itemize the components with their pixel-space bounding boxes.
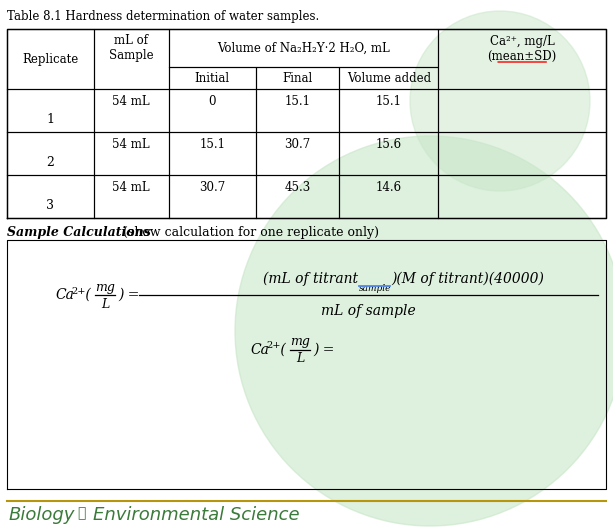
Text: sample: sample xyxy=(359,284,391,293)
Text: (mean±SD): (mean±SD) xyxy=(487,49,557,63)
Text: Biology: Biology xyxy=(9,506,75,524)
Text: )(M of titrant)(40000): )(M of titrant)(40000) xyxy=(392,272,544,286)
Text: 15.1: 15.1 xyxy=(284,96,311,108)
Text: 0: 0 xyxy=(208,96,216,108)
Text: 45.3: 45.3 xyxy=(284,182,311,194)
Text: mL of sample: mL of sample xyxy=(321,304,416,318)
Text: Ca: Ca xyxy=(55,288,74,302)
Text: mg: mg xyxy=(290,336,310,348)
Text: 3: 3 xyxy=(47,200,55,212)
Text: (: ( xyxy=(81,288,91,302)
Text: 🌿: 🌿 xyxy=(77,506,85,520)
Text: Final: Final xyxy=(283,72,313,84)
Text: Ca²⁺, mg/L: Ca²⁺, mg/L xyxy=(490,35,555,47)
Text: L: L xyxy=(101,297,109,311)
Text: 14.6: 14.6 xyxy=(376,182,402,194)
Text: 15.1: 15.1 xyxy=(199,139,225,151)
Circle shape xyxy=(235,136,613,526)
Text: (show calculation for one replicate only): (show calculation for one replicate only… xyxy=(119,226,379,239)
Text: 54 mL: 54 mL xyxy=(112,139,150,151)
Text: Sample Calculations: Sample Calculations xyxy=(7,226,151,239)
Text: Volume added: Volume added xyxy=(347,72,431,84)
Text: ) =: ) = xyxy=(118,288,139,302)
Text: Table 8.1 Hardness determination of water samples.: Table 8.1 Hardness determination of wate… xyxy=(7,10,319,23)
Text: Environmental Science: Environmental Science xyxy=(93,506,300,524)
Text: 15.1: 15.1 xyxy=(376,96,402,108)
Text: (mL of titrant: (mL of titrant xyxy=(264,272,359,286)
Text: 1: 1 xyxy=(47,114,55,126)
Text: mg: mg xyxy=(95,280,115,294)
Text: 2: 2 xyxy=(47,157,55,169)
Text: Replicate: Replicate xyxy=(22,53,78,65)
Text: 2+: 2+ xyxy=(71,287,85,295)
Text: ) =: ) = xyxy=(313,343,334,357)
Text: 15.6: 15.6 xyxy=(376,139,402,151)
Text: (: ( xyxy=(276,343,286,357)
Circle shape xyxy=(410,11,590,191)
Text: Sample: Sample xyxy=(109,49,154,63)
Text: Volume of Na₂H₂Y·2 H₂O, mL: Volume of Na₂H₂Y·2 H₂O, mL xyxy=(217,41,390,55)
Text: 30.7: 30.7 xyxy=(199,182,226,194)
Text: mL of: mL of xyxy=(114,35,148,47)
Text: 2+: 2+ xyxy=(266,341,281,350)
Text: 30.7: 30.7 xyxy=(284,139,311,151)
Text: Ca: Ca xyxy=(250,343,269,357)
Text: L: L xyxy=(296,353,304,365)
Text: 54 mL: 54 mL xyxy=(112,182,150,194)
Text: Initial: Initial xyxy=(194,72,230,84)
Text: 54 mL: 54 mL xyxy=(112,96,150,108)
